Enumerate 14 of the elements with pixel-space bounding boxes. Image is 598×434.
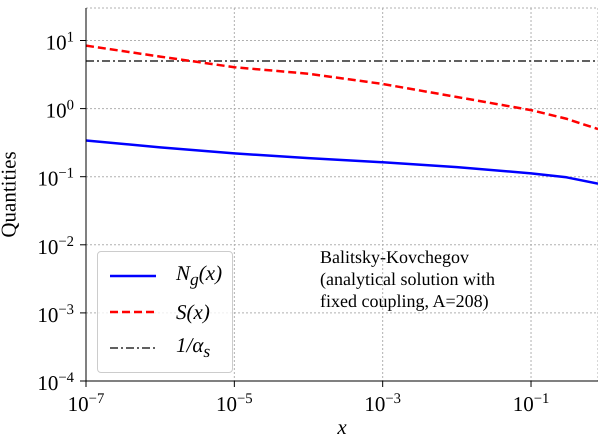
x-tick-label: 10$^{−3}$	[364, 391, 401, 416]
x-axis-title: x	[336, 415, 348, 434]
legend-label: S(x)	[176, 300, 210, 324]
y-tick-label: 10$^{1}$	[46, 29, 74, 54]
y-tick-label: 10$^{−1}$	[37, 166, 74, 191]
y-tick-label: 10$^{−3}$	[37, 302, 74, 327]
legend-label: 1/α$_{s}$	[176, 333, 210, 363]
y-tick-label: 10$^{−2}$	[37, 234, 74, 259]
legend-label: N$_{g}$(x)	[176, 261, 222, 291]
x-tick-label: 10$^{−5}$	[216, 391, 253, 416]
x-tick-label: 10$^{−1}$	[512, 391, 550, 416]
annotation: Balitsky-Kovchegov (analytical solution with fixed coupling, A=208)	[320, 246, 495, 312]
y-axis-title: Quantities	[0, 151, 20, 238]
y-tick-label: 10$^{0}$	[46, 98, 74, 123]
